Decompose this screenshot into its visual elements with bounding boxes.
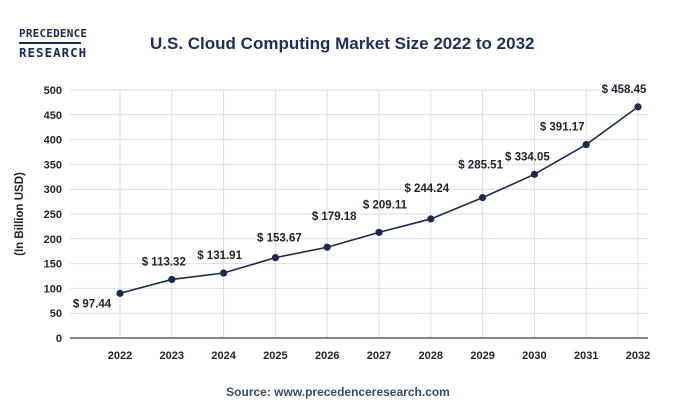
data-label: $ 179.18 bbox=[312, 211, 357, 223]
data-label: $ 391.17 bbox=[540, 122, 585, 134]
x-tick-label: 2030 bbox=[522, 350, 546, 362]
x-tick-label: 2028 bbox=[419, 350, 443, 362]
y-tick-label: 50 bbox=[50, 308, 62, 320]
y-tick-label: 500 bbox=[44, 85, 62, 97]
data-point bbox=[323, 243, 331, 251]
x-tick-label: 2026 bbox=[315, 350, 339, 362]
x-tick-label: 2025 bbox=[263, 350, 287, 362]
data-point bbox=[116, 289, 124, 297]
data-point bbox=[582, 140, 590, 149]
line-chart: 0 50 100 150 200 250 300 350 400 450 500 2022 2023 20… bbox=[14, 84, 650, 362]
data-point bbox=[427, 215, 435, 223]
data-point bbox=[530, 170, 539, 178]
y-tick-label: 350 bbox=[44, 159, 62, 171]
data-label: $ 113.32 bbox=[142, 256, 186, 268]
y-axis-title: (In Billion USD) bbox=[14, 172, 26, 256]
logo-divider bbox=[19, 42, 81, 44]
data-label: $ 97.44 bbox=[73, 298, 112, 310]
x-tick-label: 2023 bbox=[160, 350, 184, 362]
data-point bbox=[271, 254, 279, 262]
data-label: $ 458.45 bbox=[602, 84, 647, 96]
data-label: $ 285.51 bbox=[458, 160, 503, 172]
source-caption: Source: www.precedenceresearch.com bbox=[226, 385, 450, 399]
logo-line-1: PRECEDENCE bbox=[19, 27, 88, 40]
chart-title: U.S. Cloud Computing Market Size 2022 to… bbox=[150, 34, 535, 53]
data-label: $ 244.24 bbox=[404, 183, 449, 195]
x-tick-label: 2031 bbox=[574, 350, 598, 362]
x-tick-label: 2032 bbox=[626, 350, 650, 362]
y-tick-label: 450 bbox=[44, 110, 62, 122]
data-label: $ 131.91 bbox=[197, 250, 242, 262]
data-point bbox=[375, 228, 383, 236]
x-tick-label: 2022 bbox=[108, 350, 132, 362]
y-tick-label: 100 bbox=[44, 283, 62, 295]
y-tick-label: 0 bbox=[56, 333, 62, 345]
logo-line-2: RESEARCH bbox=[19, 45, 88, 60]
data-point bbox=[479, 194, 487, 202]
data-point bbox=[220, 269, 228, 277]
x-tick-label: 2027 bbox=[367, 350, 391, 362]
y-tick-label: 150 bbox=[44, 259, 62, 271]
data-point bbox=[168, 275, 176, 284]
data-label: $ 153.67 bbox=[257, 233, 302, 245]
brand-logo: PRECEDENCE RESEARCH bbox=[19, 27, 88, 60]
x-tick-label: 2029 bbox=[470, 350, 494, 362]
y-tick-label: 400 bbox=[44, 135, 62, 147]
data-label: $ 334.05 bbox=[505, 151, 550, 163]
y-tick-label: 300 bbox=[44, 184, 62, 196]
x-tick-label: 2024 bbox=[211, 350, 236, 362]
data-label: $ 209.11 bbox=[363, 199, 408, 211]
y-tick-label: 250 bbox=[44, 209, 62, 221]
y-tick-label: 200 bbox=[44, 234, 62, 246]
data-point bbox=[634, 103, 642, 111]
